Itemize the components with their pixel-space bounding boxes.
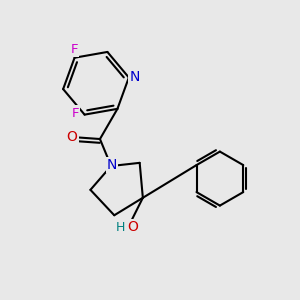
Text: O: O — [127, 220, 138, 234]
Text: H: H — [116, 221, 125, 235]
Text: F: F — [71, 43, 78, 56]
Text: N: N — [107, 158, 117, 172]
Text: N: N — [129, 70, 140, 85]
Text: O: O — [67, 130, 77, 144]
Text: F: F — [71, 106, 79, 119]
